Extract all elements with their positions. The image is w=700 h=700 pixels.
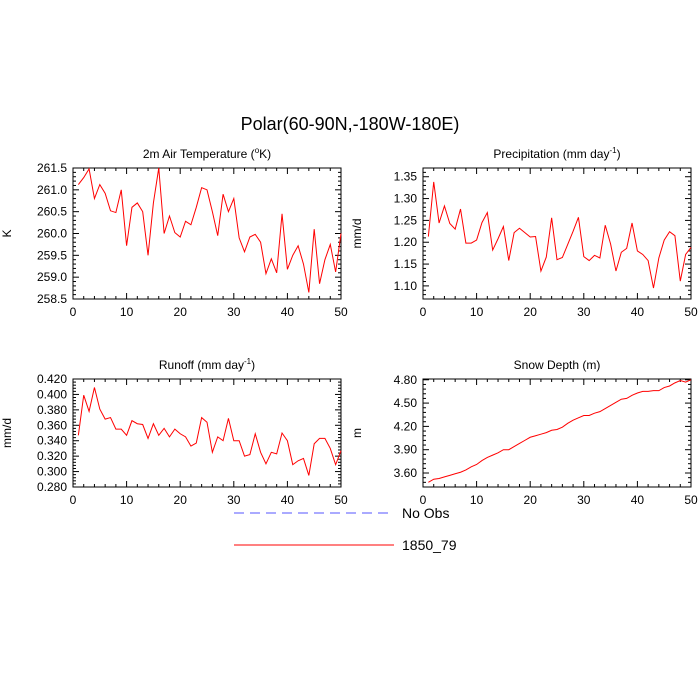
panel-runoff: Runoff (mm day-1)mm/d0 10 20 30 40 500.2800.3… — [0, 357, 348, 507]
panel-title-air-temperature: 2m Air Temperature (oK) — [143, 146, 271, 161]
panel-title-text-end: ) — [251, 358, 255, 372]
x-tick-label-runoff: 0 — [70, 493, 77, 507]
y-tick-label-snow-depth: 3.60 — [394, 466, 418, 480]
y-tick-label-runoff: 0.360 — [37, 418, 67, 432]
panel-title-text-end: K) — [259, 147, 271, 161]
y-tick-label-precipitation: 1.20 — [394, 235, 418, 249]
y-tick-label-snow-depth: 3.90 — [394, 443, 418, 457]
y-tick-label-air-temperature: 261.0 — [37, 183, 67, 197]
y-tick-label-precipitation: 1.30 — [394, 192, 418, 206]
x-tick-label-air-temperature: 40 — [281, 305, 295, 319]
x-tick-label-air-temperature: 50 — [334, 305, 348, 319]
panel-title-superscript: -1 — [609, 146, 617, 155]
y-tick-label-air-temperature: 259.5 — [37, 248, 67, 262]
x-tick-label-air-temperature: 0 — [70, 305, 77, 319]
plot-frame-runoff — [72, 378, 342, 488]
x-tick-label-snow-depth: 50 — [684, 493, 698, 507]
legend-label-1850-79: 1850_79 — [402, 537, 457, 553]
x-tick-label-air-temperature: 20 — [174, 305, 188, 319]
y-tick-label-air-temperature: 260.0 — [37, 227, 67, 241]
panel-precipitation: Precipitation (mm day-1) mm/d 0 10 20 30 40 50 1… — [350, 146, 698, 319]
x-tick-label-runoff: 40 — [281, 493, 295, 507]
y-tick-label-air-temperature: 258.5 — [37, 292, 67, 306]
y-tick-label-snow-depth: 4.50 — [394, 396, 418, 410]
panel-title-runoff: Runoff (mm day-1) — [159, 357, 255, 372]
panel-title-text: 2m Air Temperature ( — [143, 147, 255, 161]
panel-snow-depth: Snow Depth (m) m 0 10 20 30 40 50 3.60 3.90 4.20 4.… — [350, 358, 698, 507]
panel-title-text: Runoff (mm day — [159, 358, 244, 372]
y-tick-label-precipitation: 1.35 — [394, 170, 418, 184]
series-line-runoff — [77, 387, 342, 476]
figure-title: Polar(60-90N,-180W-180E) — [241, 114, 460, 134]
x-tick-label-snow-depth: 40 — [631, 493, 645, 507]
series-line-snow-depth — [428, 379, 692, 483]
y-tick-label-air-temperature: 261.5 — [37, 161, 67, 175]
panel-title-text: Precipitation (mm day — [493, 147, 609, 161]
x-tick-label-snow-depth: 0 — [420, 493, 427, 507]
plot-frame-air-temperature — [72, 167, 342, 300]
x-tick-label-snow-depth: 20 — [524, 493, 538, 507]
x-tick-label-runoff: 10 — [120, 493, 134, 507]
y-tick-label-runoff: 0.320 — [37, 449, 67, 463]
y-tick-label-precipitation: 1.25 — [394, 213, 418, 227]
y-tick-label-snow-depth: 4.20 — [394, 419, 418, 433]
y-tick-label-precipitation: 1.10 — [394, 279, 418, 293]
x-tick-label-air-temperature: 10 — [120, 305, 134, 319]
panel-title-superscript: -1 — [244, 357, 252, 366]
x-tick-label-precipitation: 20 — [524, 305, 538, 319]
x-tick-label-precipitation: 30 — [577, 305, 591, 319]
y-axis-label-snow-depth: m — [350, 428, 364, 438]
plot-frame-precipitation — [422, 167, 692, 300]
legend-label-no-obs: No Obs — [402, 505, 449, 521]
x-tick-label-snow-depth: 30 — [577, 493, 591, 507]
plot-frame-snow-depth — [422, 378, 692, 488]
series-line-air-temperature — [77, 167, 342, 293]
panel-title-precipitation: Precipitation (mm day-1) — [493, 146, 620, 161]
x-tick-label-precipitation: 50 — [684, 305, 698, 319]
y-tick-label-runoff: 0.420 — [37, 372, 67, 386]
y-axis-label-precipitation: mm/d — [350, 219, 364, 249]
panels: 2m Air Temperature (oK) K 0 10 20 30 40 50 258.5… — [0, 146, 698, 507]
y-tick-label-runoff: 0.340 — [37, 434, 67, 448]
y-tick-label-runoff: 0.380 — [37, 403, 67, 417]
y-tick-label-runoff: 0.400 — [37, 387, 67, 401]
panel-title-superscript: o — [255, 146, 260, 155]
legend: No Obs 1850_79 — [234, 505, 457, 553]
y-axis-label-runoff: mm/d — [0, 418, 14, 448]
y-tick-label-runoff: 0.300 — [37, 465, 67, 479]
x-tick-label-precipitation: 40 — [631, 305, 645, 319]
x-tick-label-runoff: 30 — [227, 493, 241, 507]
panel-air-temperature: 2m Air Temperature (oK) K 0 10 20 30 40 50 258.5… — [0, 146, 348, 319]
panel-title-text-end: ) — [617, 147, 621, 161]
y-tick-label-runoff: 0.280 — [37, 480, 67, 494]
series-line-precipitation — [427, 181, 692, 289]
y-tick-label-air-temperature: 259.0 — [37, 270, 67, 284]
x-tick-label-runoff: 50 — [334, 493, 348, 507]
panel-title-snow-depth: Snow Depth (m) — [514, 358, 601, 372]
x-tick-label-snow-depth: 10 — [470, 493, 484, 507]
y-axis-label-air-temperature: K — [0, 229, 14, 237]
y-tick-label-air-temperature: 260.5 — [37, 205, 67, 219]
x-tick-label-precipitation: 10 — [470, 305, 484, 319]
x-tick-label-precipitation: 0 — [420, 305, 427, 319]
panel-title-text: Snow Depth (m) — [514, 358, 601, 372]
x-tick-label-air-temperature: 30 — [227, 305, 241, 319]
x-tick-label-runoff: 20 — [174, 493, 188, 507]
y-tick-label-snow-depth: 4.80 — [394, 373, 418, 387]
y-tick-label-precipitation: 1.15 — [394, 257, 418, 271]
